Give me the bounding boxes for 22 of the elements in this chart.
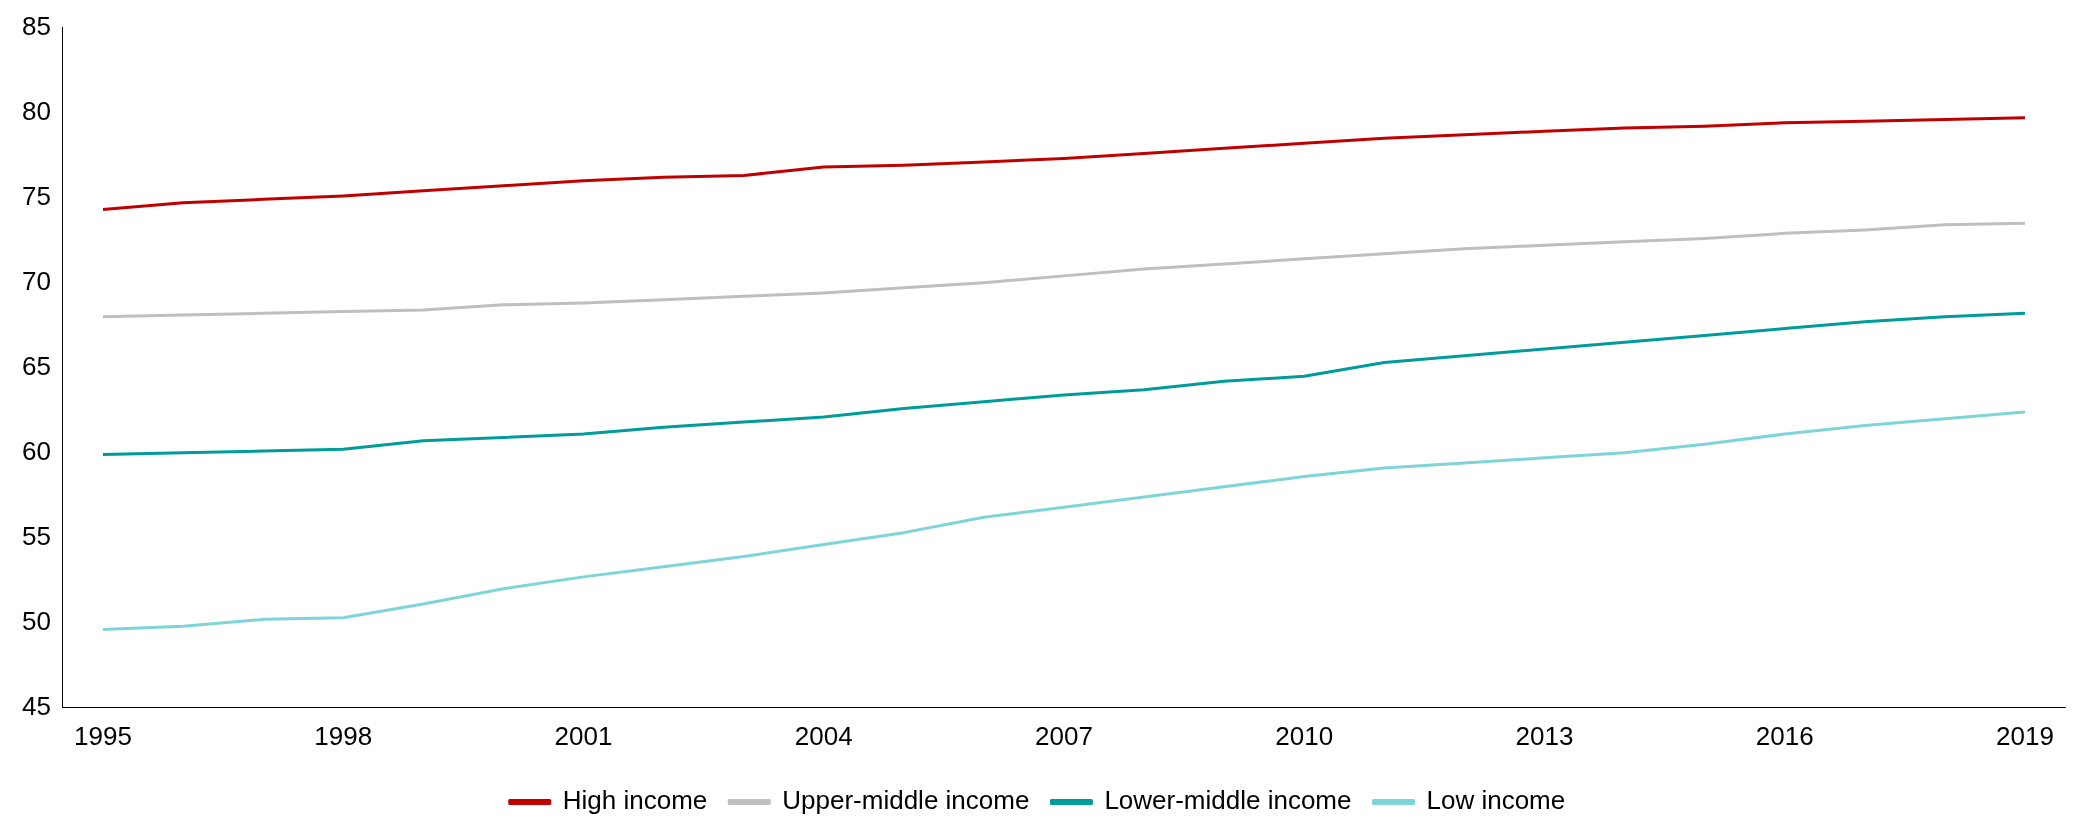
y-tick-label: 50 [22, 605, 51, 636]
x-tick-label: 1998 [314, 720, 373, 751]
x-tick-label: 2013 [1515, 720, 1574, 751]
x-tick-label: 2010 [1275, 720, 1334, 751]
legend-label: Upper-middle income [782, 785, 1030, 816]
x-tick-label: 2016 [1755, 720, 1814, 751]
y-tick-label: 80 [22, 95, 51, 126]
x-tick-label: 2001 [554, 720, 613, 751]
y-tick-label: 45 [22, 690, 51, 721]
y-tick-label: 65 [22, 350, 51, 381]
legend-label: High income [562, 785, 708, 816]
legend-label: Low income [1426, 785, 1566, 816]
legend-label: Lower-middle income [1104, 785, 1352, 816]
y-tick-label: 55 [22, 520, 51, 551]
x-tick-label: 2019 [1996, 720, 2054, 751]
y-tick-label: 60 [22, 435, 51, 466]
x-tick-label: 2007 [1035, 720, 1093, 751]
y-tick-label: 75 [22, 180, 51, 211]
y-tick-label: 70 [22, 265, 51, 296]
x-tick-label: 2004 [794, 720, 853, 751]
x-tick-label: 1995 [74, 720, 132, 751]
y-tick-label: 85 [22, 10, 51, 41]
